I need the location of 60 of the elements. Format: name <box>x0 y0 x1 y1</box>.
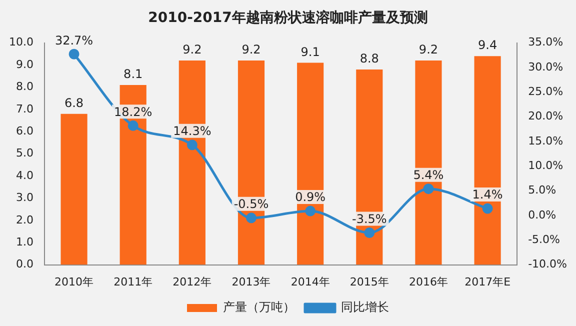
x-tick-label: 2012年 <box>172 275 212 288</box>
data-label: -3.5% <box>352 212 387 226</box>
data-label: 32.7% <box>54 33 94 48</box>
y-tick-label: 9.0 <box>16 58 34 71</box>
point <box>246 212 256 224</box>
point <box>305 206 316 216</box>
y-tick-label: 0.0 <box>16 258 34 271</box>
y-tick-label: 6.0 <box>16 124 34 138</box>
y2-tick-label: 5.0% <box>528 184 556 197</box>
data-label: 9.2 <box>182 42 202 57</box>
x-tick-label: 2016年 <box>408 275 448 288</box>
x-tick-label: 2014年 <box>290 275 330 288</box>
x-tick-label: 2015年 <box>350 275 389 288</box>
point <box>482 203 493 214</box>
bar <box>474 56 501 265</box>
data-label: -0.5% <box>234 197 269 212</box>
y2-tick-label: 30.0% <box>528 60 564 74</box>
y-tick-label: 2.0 <box>16 213 34 226</box>
legend-label: 产量（万吨） <box>223 300 295 314</box>
y2-tick-label: 25.0% <box>528 84 564 98</box>
y-tick-label: 8.0 <box>16 80 34 94</box>
data-label: 9.1 <box>300 44 320 59</box>
data-label: 14.3% <box>173 124 212 138</box>
x-tick-label: 2010年 <box>54 275 94 288</box>
data-label: 9.2 <box>242 42 261 57</box>
y2-tick-label: 0.0% <box>528 208 556 222</box>
point <box>186 140 198 150</box>
bar <box>415 60 442 265</box>
y2-tick-label: 35.0% <box>528 36 564 49</box>
bar <box>297 62 324 265</box>
chart-title: 2010-2017年越南粉状速溶咖啡产量及预测 <box>148 9 428 26</box>
y-tick-label: 10.0 <box>8 36 34 49</box>
data-label: 5.4% <box>413 168 444 182</box>
data-label: 8.1 <box>124 67 143 82</box>
data-label: 1.4% <box>472 188 503 202</box>
data-label: 8.8 <box>360 52 379 66</box>
data-label: 6.8 <box>64 96 84 110</box>
data-label: 9.4 <box>478 38 498 52</box>
bar <box>60 114 88 265</box>
y-tick-label: 4.0 <box>16 168 34 182</box>
x-tick-label: 2011年 <box>114 275 153 288</box>
data-label: 9.2 <box>418 42 438 57</box>
data-label: 0.9% <box>295 190 326 204</box>
y-tick-label: 3.0 <box>16 191 34 204</box>
y-tick-label: 1.0 <box>16 235 34 248</box>
point <box>423 184 434 194</box>
y2-tick-label: -5.0% <box>528 232 560 246</box>
y-tick-label: 7.0 <box>16 102 34 116</box>
y2-tick-label: 20.0% <box>528 110 564 123</box>
y-tick-label: 5.0 <box>16 146 34 160</box>
y2-tick-label: 15.0% <box>528 134 564 148</box>
x-tick-label: 2013年 <box>232 275 271 288</box>
legend-label: 同比增长 <box>341 300 389 314</box>
data-label: 18.2% <box>114 104 152 119</box>
x-tick-label: 2017年E <box>464 275 511 288</box>
y2-tick-label: -10.0% <box>528 258 568 271</box>
point <box>68 48 80 60</box>
point <box>364 227 375 238</box>
y2-tick-label: 10.0% <box>528 158 564 172</box>
point <box>128 120 138 131</box>
